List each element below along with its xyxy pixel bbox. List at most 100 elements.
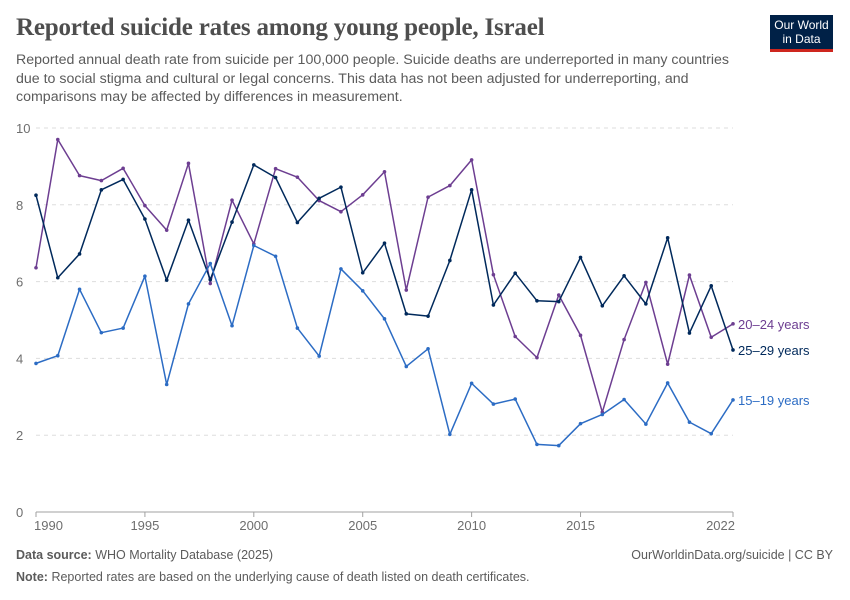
x-tick-label: 2022	[706, 518, 735, 533]
series-label: 20–24 years	[738, 317, 810, 332]
data-point	[709, 284, 714, 288]
data-point	[339, 267, 343, 271]
data-point	[382, 169, 387, 174]
data-point	[665, 381, 670, 385]
data-point	[34, 265, 38, 270]
data-point	[578, 333, 583, 338]
data-point	[469, 188, 474, 192]
source-url[interactable]: OurWorldinData.org/suicide | CC BY	[631, 548, 833, 562]
data-point	[230, 323, 234, 328]
data-point	[339, 185, 343, 189]
data-point	[535, 355, 539, 360]
data-point	[295, 220, 300, 225]
data-point	[665, 236, 670, 240]
data-point	[731, 398, 735, 402]
data-point	[295, 175, 300, 179]
data-point	[208, 281, 213, 286]
y-tick-label: 6	[16, 275, 23, 290]
data-point	[426, 347, 430, 351]
data-point	[556, 293, 561, 297]
chart-title: Reported suicide rates among young peopl…	[16, 14, 545, 41]
x-tick-label: 1995	[130, 518, 159, 533]
data-point	[404, 364, 409, 369]
series-line-2	[35, 244, 734, 447]
data-point	[77, 287, 82, 292]
data-point	[121, 166, 125, 171]
data-point	[186, 161, 191, 166]
y-tick-label: 2	[16, 428, 23, 443]
data-point	[208, 261, 213, 266]
data-point	[578, 421, 583, 426]
data-point	[622, 274, 626, 278]
x-tick-label: 1990	[34, 518, 63, 533]
data-point	[99, 188, 104, 192]
data-source: Data source: WHO Mortality Database (202…	[16, 548, 273, 562]
data-point	[556, 443, 561, 448]
data-point	[513, 334, 517, 339]
data-point	[426, 314, 430, 318]
data-point	[448, 258, 452, 263]
data-point	[77, 252, 82, 256]
data-point	[535, 442, 539, 447]
data-point	[34, 361, 38, 366]
x-tick-label: 2000	[239, 518, 268, 533]
data-point	[121, 326, 125, 330]
data-point	[252, 243, 256, 248]
data-point	[230, 220, 234, 224]
data-point	[164, 278, 169, 282]
series-label: 15–19 years	[738, 393, 810, 408]
data-point	[360, 270, 365, 275]
series-label: 25–29 years	[738, 343, 810, 358]
y-tick-label: 8	[16, 198, 23, 213]
series-line-0	[35, 138, 734, 413]
data-point	[491, 402, 496, 406]
data-point	[404, 312, 409, 316]
data-point	[121, 177, 125, 182]
data-point	[55, 275, 60, 280]
data-point	[360, 289, 365, 293]
data-point	[709, 431, 714, 436]
data-point	[273, 166, 278, 171]
data-point	[164, 228, 169, 232]
source-text[interactable]: WHO Mortality Database (2025)	[95, 548, 274, 562]
data-point	[208, 277, 213, 282]
data-point	[186, 218, 191, 222]
owid-logo[interactable]: Our World in Data	[770, 15, 833, 52]
data-point	[687, 273, 692, 277]
data-point	[644, 280, 648, 285]
data-point	[469, 158, 474, 162]
data-point	[513, 271, 517, 275]
data-point	[644, 302, 648, 306]
data-point	[556, 299, 561, 304]
data-point	[731, 322, 735, 326]
data-point	[143, 203, 147, 208]
y-tick-label: 0	[16, 505, 23, 520]
data-point	[731, 348, 735, 352]
data-point	[252, 163, 256, 167]
data-point	[578, 255, 583, 260]
data-point	[273, 254, 278, 259]
data-point	[273, 175, 278, 180]
data-point	[34, 193, 38, 197]
data-point	[644, 422, 648, 426]
data-point	[339, 209, 343, 214]
data-point	[600, 303, 605, 308]
chart-subtitle: Reported annual death rate from suicide …	[16, 52, 729, 105]
data-point	[230, 198, 234, 202]
data-point	[360, 193, 365, 197]
data-point	[317, 354, 321, 358]
y-tick-label: 10	[16, 121, 30, 136]
data-point	[622, 397, 626, 402]
data-point	[295, 326, 300, 330]
data-point	[55, 137, 60, 142]
data-point	[77, 173, 82, 178]
data-point	[143, 274, 147, 279]
data-point	[513, 397, 517, 401]
data-point	[99, 330, 104, 335]
data-point	[426, 195, 430, 199]
x-tick-label: 2005	[348, 518, 377, 533]
data-point	[99, 178, 104, 183]
data-point	[448, 432, 452, 437]
